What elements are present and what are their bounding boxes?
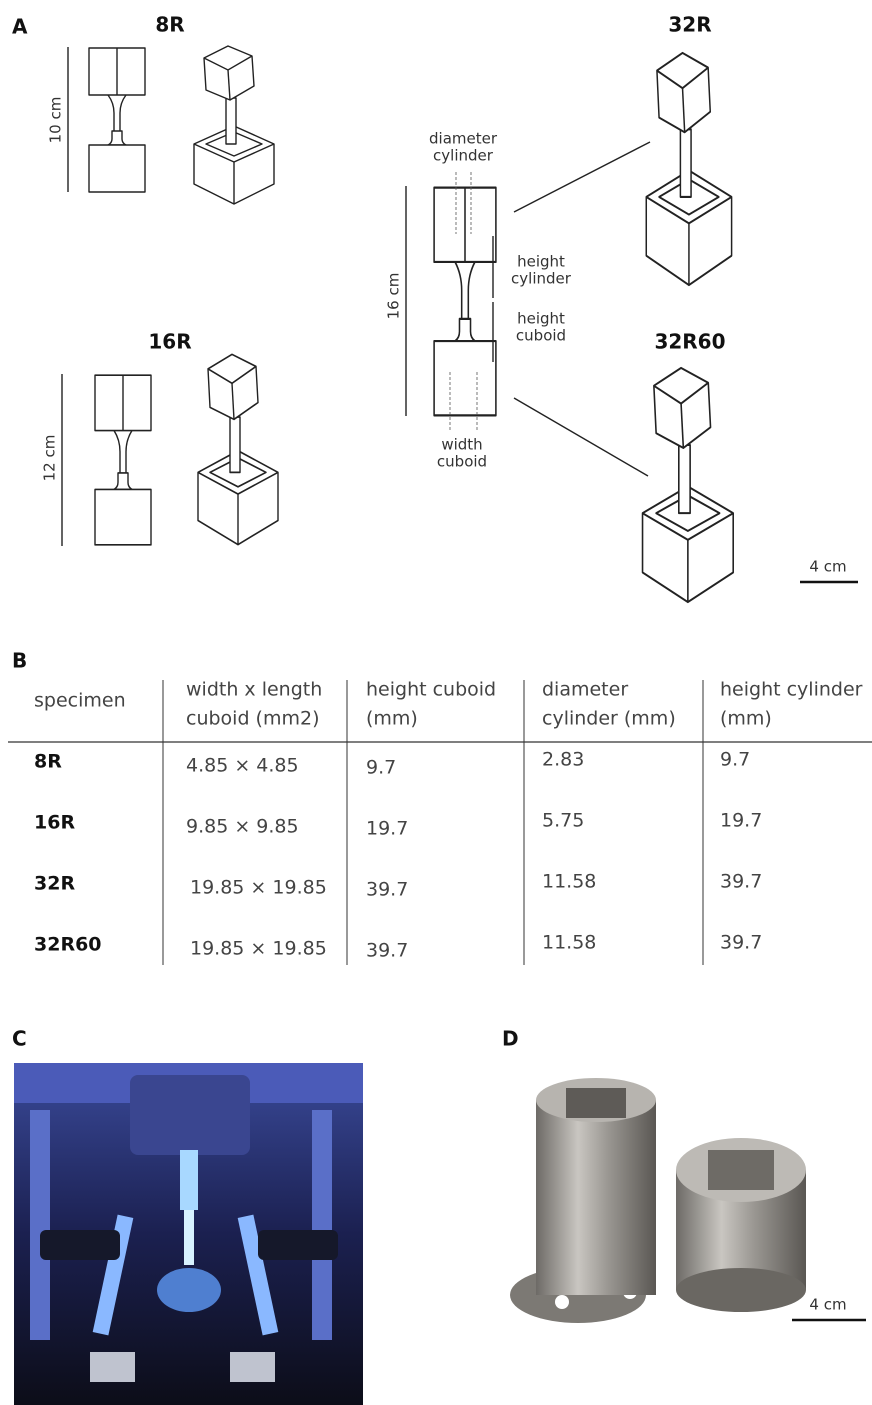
dimension-label: cylinder	[433, 147, 494, 165]
table-cell: 11.58	[542, 871, 596, 893]
table-cell: 2.83	[542, 749, 584, 771]
specimen-front	[88, 47, 146, 193]
table-cell: 9.7	[366, 757, 396, 779]
photo-test-setup	[14, 1063, 363, 1405]
table-cell: 39.7	[366, 879, 408, 901]
dimension-label: cuboid	[516, 327, 566, 345]
specimen-iso	[193, 45, 275, 205]
dimension-label: 12 cm	[41, 435, 59, 482]
table-header: width x length	[186, 679, 322, 701]
specimen-title: 32R60	[654, 330, 725, 354]
table-header: specimen	[34, 690, 126, 712]
table-cell: 9.7	[720, 749, 750, 771]
table-cell: 19.7	[366, 818, 408, 840]
table-cell: 9.85 × 9.85	[186, 816, 299, 838]
table	[8, 680, 872, 965]
specimen-title: 16R	[148, 330, 191, 354]
dimension-guides	[449, 172, 478, 432]
table-cell: 11.58	[542, 932, 596, 954]
table-row-label: 32R60	[34, 934, 102, 956]
specimen-iso	[641, 366, 735, 604]
table-header: (mm)	[720, 708, 772, 730]
table-cell: 5.75	[542, 810, 584, 832]
dimension-label: 16 cm	[385, 273, 403, 320]
table-header: diameter	[542, 679, 628, 701]
dimension-label: cylinder	[511, 270, 572, 288]
table-row-label: 16R	[34, 812, 75, 834]
table-header: height cylinder	[720, 679, 863, 701]
table-row-label: 8R	[34, 751, 62, 773]
table-header: cuboid (mm2)	[186, 708, 319, 730]
scale-label: 4 cm	[809, 1296, 846, 1314]
table-cell: 39.7	[366, 940, 408, 962]
panel-label: A	[12, 15, 28, 39]
panel-label: B	[12, 649, 27, 673]
panel-label: D	[502, 1027, 519, 1051]
table-cell: 19.85 × 19.85	[190, 877, 327, 899]
specimen-title: 32R	[668, 13, 711, 37]
specimen-front	[433, 186, 497, 417]
table-cell: 39.7	[720, 932, 762, 954]
specimen-front	[94, 374, 152, 546]
photo-molds	[510, 1078, 806, 1323]
connector	[513, 397, 649, 477]
table-header: cylinder (mm)	[542, 708, 676, 730]
table-header: (mm)	[366, 708, 418, 730]
dimension-label: height	[517, 253, 565, 271]
table-cell: 19.7	[720, 810, 762, 832]
dimension-label: height	[517, 310, 565, 328]
dimension-label: cuboid	[437, 453, 487, 471]
scale-label: 4 cm	[809, 558, 846, 576]
table-header: height cuboid	[366, 679, 496, 701]
connector	[513, 141, 651, 213]
table-cell: 4.85 × 4.85	[186, 755, 299, 777]
dimension-label: width	[441, 436, 482, 454]
table-text: specimen width x length cuboid (mm2) height…	[34, 679, 863, 962]
specimen-iso	[197, 353, 279, 546]
panel-label: C	[12, 1027, 27, 1051]
dimension-label: 10 cm	[47, 97, 65, 144]
table-cell: 39.7	[720, 871, 762, 893]
table-row-label: 32R	[34, 873, 75, 895]
specimen-iso	[645, 51, 733, 287]
table-cell: 19.85 × 19.85	[190, 938, 327, 960]
specimen-title: 8R	[155, 13, 184, 37]
dimension-label: diameter	[429, 130, 498, 148]
